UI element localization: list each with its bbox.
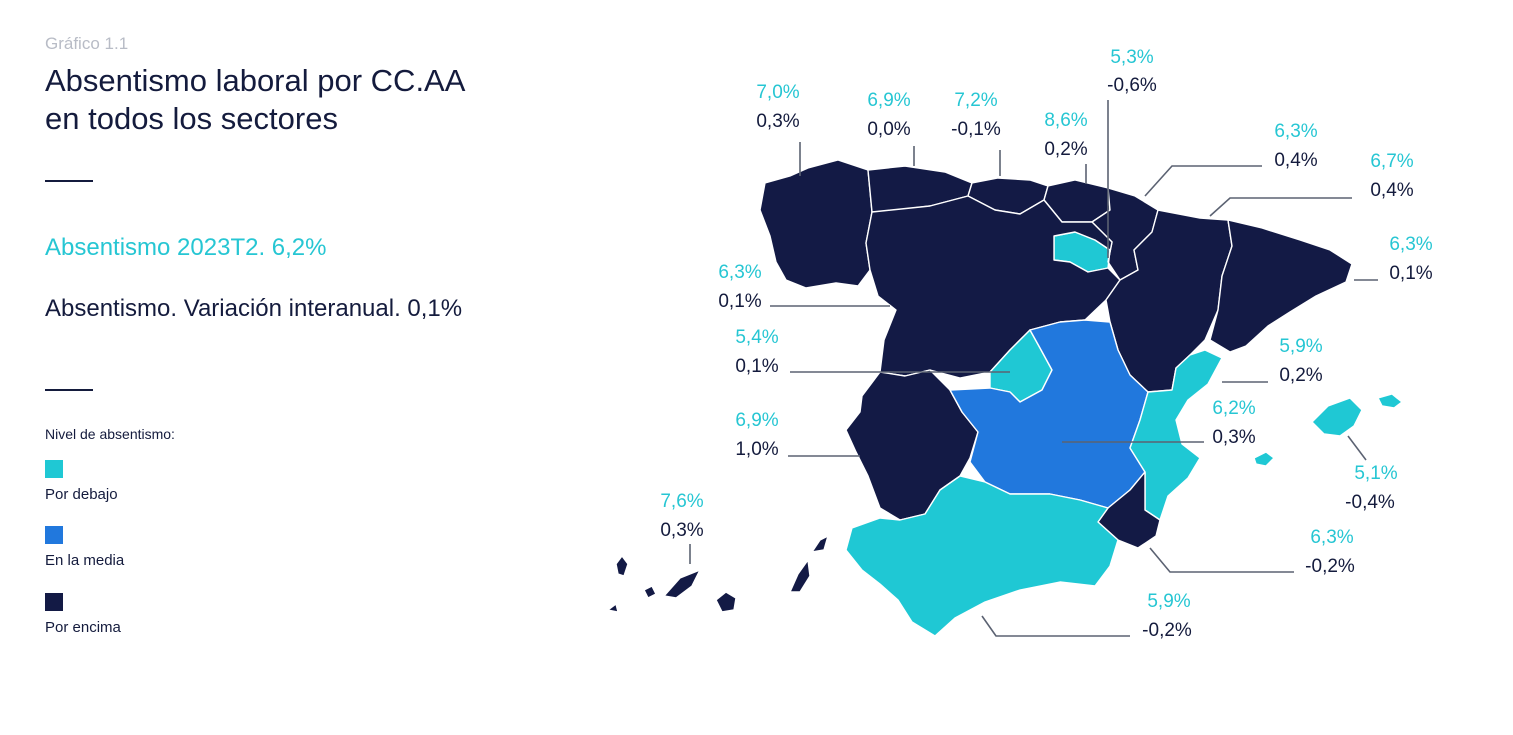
label-canarias-variation: 0,3% [660,520,703,541]
divider-top [45,180,93,182]
title-line-1: Absentismo laboral por CC.AA [45,63,466,98]
leader-baleares [1347,435,1367,461]
legend-label-below: Por debajo [45,486,118,503]
leader-lines [689,100,1378,637]
leader-navarra [1144,165,1262,197]
label-navarra-variation: 0,4% [1274,150,1317,171]
label-castilla-la-mancha-value: 6,2% [1212,398,1255,419]
label-baleares-variation: -0,4% [1345,492,1395,513]
region-cataluna[interactable] [1209,219,1353,353]
label-extremadura-value: 6,9% [735,410,778,431]
divider-bottom [45,389,93,391]
label-pais-vasco-variation: 0,2% [1044,139,1087,160]
label-galicia-variation: 0,3% [756,111,799,132]
legend-label-average: En la media [45,552,125,569]
region-canarias-tenerife[interactable] [663,569,701,599]
label-c-valenciana-value: 5,9% [1279,336,1322,357]
region-murcia[interactable] [1097,471,1161,549]
label-la-rioja-value: 5,3% [1110,47,1153,68]
leader-andalucia [981,615,1130,637]
label-castilla-la-mancha-variation: 0,3% [1212,427,1255,448]
label-andalucia-variation: -0,2% [1142,620,1192,641]
label-c-valenciana-variation: 0,2% [1279,365,1322,386]
label-madrid-value: 5,4% [735,327,778,348]
label-pais-vasco-value: 8,6% [1044,110,1087,131]
label-murcia-variation: -0,2% [1305,556,1355,577]
label-cataluna-variation: 0,1% [1389,263,1432,284]
label-murcia-value: 6,3% [1310,527,1353,548]
label-la-rioja-variation: -0,6% [1107,75,1157,96]
legend-swatch-below [45,460,63,478]
label-cantabria-variation: -0,1% [951,119,1001,140]
chart-title: Absentismo laboral por CC.AA en todos lo… [45,62,605,138]
leader-murcia [1149,547,1294,573]
region-galicia[interactable] [759,159,873,289]
label-baleares-value: 5,1% [1354,463,1397,484]
label-canarias-value: 7,6% [660,491,703,512]
label-aragon-value: 6,7% [1370,151,1413,172]
label-asturias-value: 6,9% [867,90,910,111]
label-galicia-value: 7,0% [756,82,799,103]
region-canarias-fuerteventura[interactable] [789,559,811,593]
label-extremadura-variation: 1,0% [735,439,778,460]
legend-swatch-above [45,593,63,611]
leader-aragon [1209,197,1352,217]
label-andalucia-value: 5,9% [1147,591,1190,612]
title-line-2: en todos los sectores [45,101,338,136]
label-asturias-variation: 0,0% [867,119,910,140]
region-canarias-gran-canaria[interactable] [715,591,737,613]
legend-label-above: Por encima [45,619,121,636]
label-navarra-value: 6,3% [1274,121,1317,142]
region-baleares-ibiza[interactable] [1253,451,1275,467]
region-andalucia[interactable] [845,475,1119,637]
region-baleares-mallorca[interactable] [1311,397,1363,437]
chart-kicker: Gráfico 1.1 [45,34,129,53]
label-cantabria-value: 7,2% [954,90,997,111]
region-canarias-lanzarote[interactable] [811,535,829,553]
region-canarias-la-gomera[interactable] [643,585,657,599]
label-madrid-variation: 0,1% [735,356,778,377]
region-labels: 7,0% 0,3% 6,9% 0,0% 7,2% -0,1% 8,6% 0,2%… [660,47,1432,641]
label-castilla-y-leon-value: 6,3% [718,262,761,283]
legend-title: Nivel de absentismo: [45,426,175,442]
national-variation: Absentismo. Variación interanual. 0,1% [45,295,463,322]
label-aragon-variation: 0,4% [1370,180,1413,201]
region-canarias-el-hierro[interactable] [607,603,619,613]
region-canarias-la-palma[interactable] [615,555,629,577]
label-cataluna-value: 6,3% [1389,234,1432,255]
label-castilla-y-leon-variation: 0,1% [718,291,761,312]
legend-swatch-average [45,526,63,544]
region-baleares-menorca[interactable] [1377,393,1403,409]
national-absenteeism: Absentismo 2023T2. 6,2% [45,234,327,261]
region-c-valenciana[interactable] [1129,349,1223,521]
